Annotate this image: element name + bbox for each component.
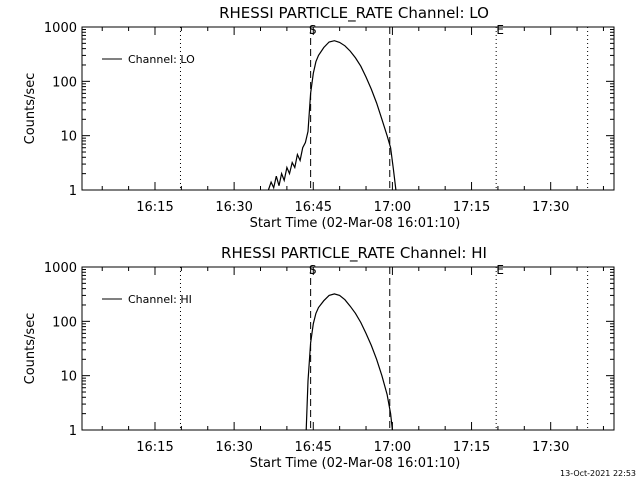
plot-frame xyxy=(81,266,615,431)
y-tick-label: 100 xyxy=(52,315,77,330)
y-tick-label: 1 xyxy=(69,184,77,199)
x-tick-label: 16:45 xyxy=(295,440,332,455)
y-tick-label: 1000 xyxy=(44,21,77,36)
x-tick-label: 16:30 xyxy=(215,200,252,215)
start-marker: S xyxy=(309,263,317,277)
x-tick-label: 17:30 xyxy=(532,440,569,455)
legend-label: Channel: LO xyxy=(128,53,195,66)
y-tick-label: 100 xyxy=(52,75,77,90)
y-axis-label: Counts/sec xyxy=(23,313,38,385)
x-tick-label: 17:15 xyxy=(453,440,490,455)
x-tick-label: 16:45 xyxy=(295,200,332,215)
x-tick-label: 16:15 xyxy=(136,200,173,215)
x-axis-label: Start Time (02-Mar-08 16:01:10) xyxy=(250,456,461,471)
x-tick-label: 17:00 xyxy=(374,440,411,455)
chart-panel-lo: RHESSI PARTICLE_RATE Channel: LO 1 10 100 10… xyxy=(23,4,615,231)
end-marker: E xyxy=(496,263,504,277)
legend-label: Channel: HI xyxy=(128,293,192,306)
x-tick-label: 17:30 xyxy=(532,200,569,215)
y-tick-label: 1 xyxy=(69,424,77,439)
x-tick-label: 17:00 xyxy=(374,200,411,215)
y-tick-label: 1000 xyxy=(44,261,77,276)
x-tick-label: 16:30 xyxy=(215,440,252,455)
footer-timestamp: 13-Oct-2021 22:53 xyxy=(560,469,636,478)
chart-panel-hi: RHESSI PARTICLE_RATE Channel: HI 1 10 100 10… xyxy=(23,244,615,471)
chart-title: RHESSI PARTICLE_RATE Channel: HI xyxy=(221,244,487,263)
series-line xyxy=(305,293,393,431)
chart-title: RHESSI PARTICLE_RATE Channel: LO xyxy=(219,4,489,23)
end-marker: E xyxy=(496,23,504,37)
y-axis-label: Counts/sec xyxy=(23,73,38,145)
start-marker: S xyxy=(309,23,317,37)
y-tick-label: 10 xyxy=(60,130,77,145)
plot-frame xyxy=(81,26,615,191)
x-tick-label: 16:15 xyxy=(136,440,173,455)
y-tick-label: 10 xyxy=(60,370,77,385)
x-tick-label: 17:15 xyxy=(453,200,490,215)
x-axis-label: Start Time (02-Mar-08 16:01:10) xyxy=(250,216,461,231)
series-line xyxy=(267,40,397,191)
